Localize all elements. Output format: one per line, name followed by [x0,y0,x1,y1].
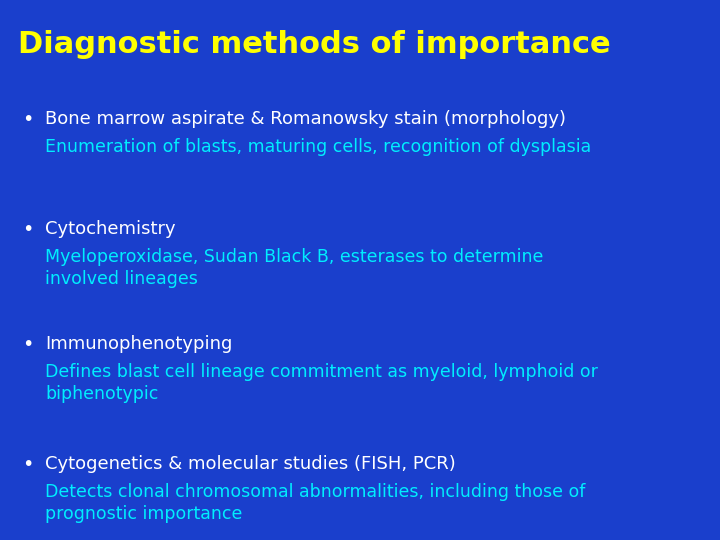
Text: •: • [22,455,33,474]
Text: •: • [22,335,33,354]
Text: Bone marrow aspirate & Romanowsky stain (morphology): Bone marrow aspirate & Romanowsky stain … [45,110,566,128]
Text: Myeloperoxidase, Sudan Black B, esterases to determine
involved lineages: Myeloperoxidase, Sudan Black B, esterase… [45,248,544,288]
Text: Diagnostic methods of importance: Diagnostic methods of importance [18,30,611,59]
Text: Detects clonal chromosomal abnormalities, including those of
prognostic importan: Detects clonal chromosomal abnormalities… [45,483,585,523]
Text: Immunophenotyping: Immunophenotyping [45,335,233,353]
Text: Enumeration of blasts, maturing cells, recognition of dysplasia: Enumeration of blasts, maturing cells, r… [45,138,591,156]
Text: Cytogenetics & molecular studies (FISH, PCR): Cytogenetics & molecular studies (FISH, … [45,455,456,473]
Text: Cytochemistry: Cytochemistry [45,220,176,238]
Text: Defines blast cell lineage commitment as myeloid, lymphoid or
biphenotypic: Defines blast cell lineage commitment as… [45,363,598,403]
Text: •: • [22,220,33,239]
Text: •: • [22,110,33,129]
